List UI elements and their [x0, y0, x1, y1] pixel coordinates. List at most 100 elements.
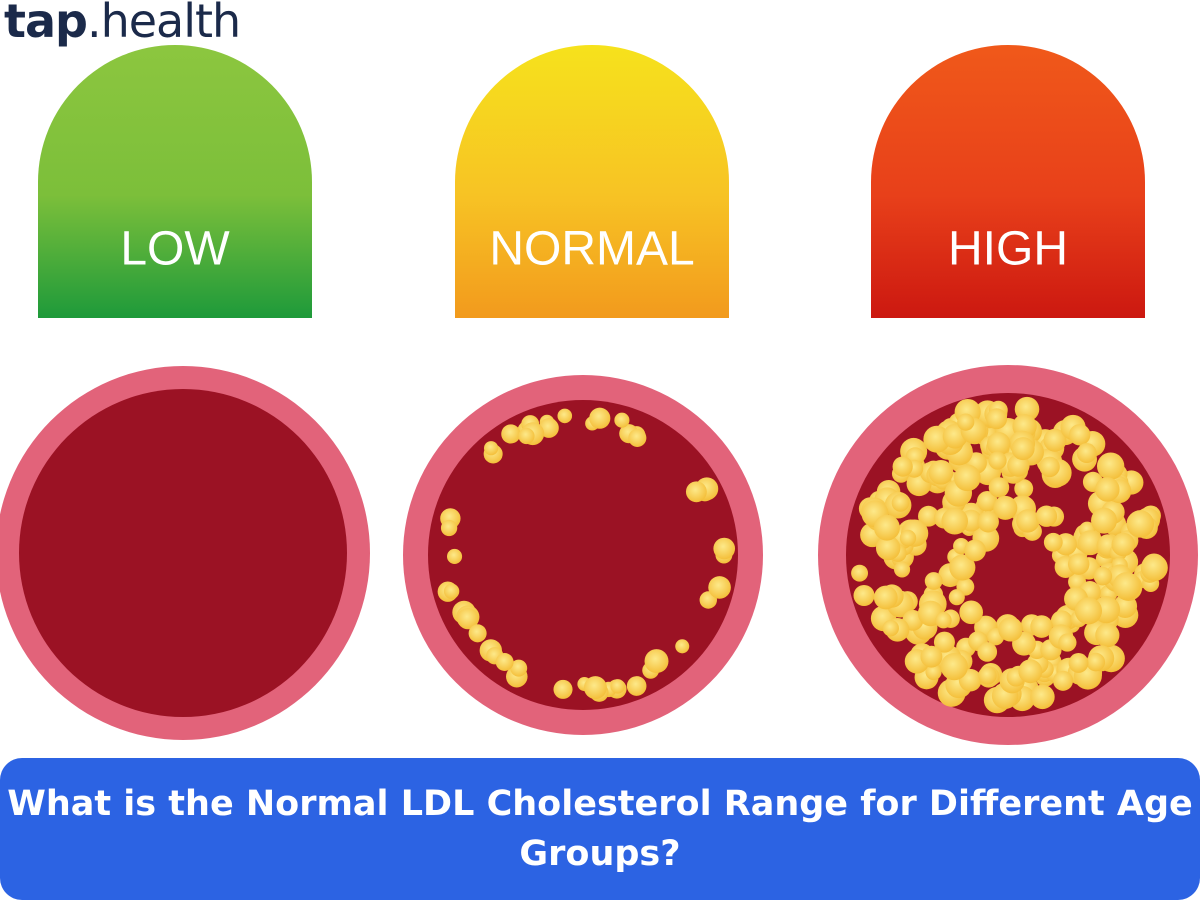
deposit: [853, 584, 875, 607]
deposit: [553, 679, 573, 699]
banner: What is the Normal LDL Cholesterol Range…: [0, 758, 1200, 900]
deposit: [1030, 684, 1055, 710]
deposit: [920, 645, 943, 668]
deposit: [483, 441, 499, 456]
deposit: [1069, 424, 1091, 446]
deposit: [875, 535, 901, 561]
level-label: LOW: [120, 223, 230, 276]
deposit: [468, 624, 487, 643]
deposit: [1011, 437, 1035, 461]
deposit: [986, 432, 1011, 456]
deposit: [882, 619, 899, 637]
deposit: [1076, 443, 1097, 463]
deposit: [1030, 615, 1053, 638]
deposit: [440, 519, 458, 537]
deposit: [557, 408, 573, 424]
deposit: [873, 585, 898, 610]
deposit: [977, 510, 999, 533]
deposit: [851, 564, 869, 582]
plaque-deposits: [437, 396, 1168, 714]
deposit: [1095, 623, 1120, 648]
deposit: [1018, 659, 1043, 684]
normal-plaque: [455, 45, 729, 318]
deposit: [892, 456, 913, 477]
deposit: [1126, 510, 1155, 538]
deposit: [957, 413, 975, 431]
deposit: [978, 666, 997, 685]
deposit: [446, 548, 463, 565]
deposit: [1039, 456, 1060, 478]
deposit: [873, 514, 900, 541]
deposit: [708, 576, 731, 599]
deposit: [1067, 553, 1090, 575]
deposit: [1043, 428, 1067, 452]
artery-lumen: [19, 389, 347, 717]
deposit: [1093, 566, 1113, 586]
deposit: [986, 408, 1008, 430]
deposit: [1035, 505, 1058, 527]
deposit: [626, 676, 647, 696]
deposit: [941, 507, 969, 535]
deposit: [614, 412, 630, 428]
deposit: [1068, 653, 1089, 673]
logo-brand: tap: [4, 0, 88, 48]
deposit: [891, 494, 910, 512]
deposit: [518, 427, 535, 445]
deposit: [998, 616, 1023, 642]
level-label: NORMAL: [489, 223, 694, 276]
low-plaque: [38, 45, 312, 318]
deposit: [1077, 530, 1103, 556]
deposit: [685, 481, 707, 503]
deposit: [893, 561, 911, 578]
deposit: [495, 653, 514, 671]
deposit: [925, 663, 942, 681]
deposit: [935, 612, 952, 629]
deposit: [976, 490, 998, 512]
deposit: [1140, 554, 1168, 582]
deposit: [959, 600, 984, 625]
deposit: [1058, 633, 1077, 652]
deposit: [1016, 509, 1040, 533]
deposit: [964, 539, 986, 562]
deposit: [1091, 507, 1118, 534]
deposit: [644, 649, 669, 674]
high-plaque: [871, 45, 1145, 318]
deposit: [988, 477, 1010, 498]
deposit: [589, 407, 611, 429]
deposit: [1053, 670, 1074, 691]
deposit: [1043, 532, 1063, 552]
deposit: [977, 642, 998, 662]
deposit: [501, 424, 521, 444]
deposit: [1074, 597, 1103, 625]
deposit: [628, 428, 647, 447]
deposit: [457, 607, 479, 630]
deposit: [713, 537, 736, 560]
deposit: [510, 659, 528, 677]
deposit: [928, 459, 954, 485]
banner-title: What is the Normal LDL Cholesterol Range…: [7, 784, 1193, 874]
deposit: [993, 495, 1018, 520]
deposit: [953, 464, 981, 492]
deposit: [1086, 652, 1106, 672]
deposit: [899, 529, 917, 547]
deposit: [1096, 452, 1125, 480]
deposit: [1111, 532, 1136, 557]
deposit: [1112, 572, 1141, 600]
deposit: [443, 583, 460, 599]
logo: tap.health: [4, 0, 241, 48]
deposit: [988, 451, 1007, 470]
deposit: [940, 652, 968, 681]
deposit: [610, 679, 625, 694]
artery-lumen: [428, 400, 738, 710]
logo-suffix: .health: [86, 0, 241, 48]
deposit: [949, 554, 976, 581]
deposit: [948, 589, 965, 606]
level-label: HIGH: [948, 223, 1068, 276]
deposit: [1014, 479, 1034, 499]
deposit: [583, 676, 607, 700]
deposit: [1095, 477, 1120, 502]
deposit: [933, 631, 955, 653]
deposit: [675, 639, 690, 654]
deposit: [924, 572, 943, 590]
